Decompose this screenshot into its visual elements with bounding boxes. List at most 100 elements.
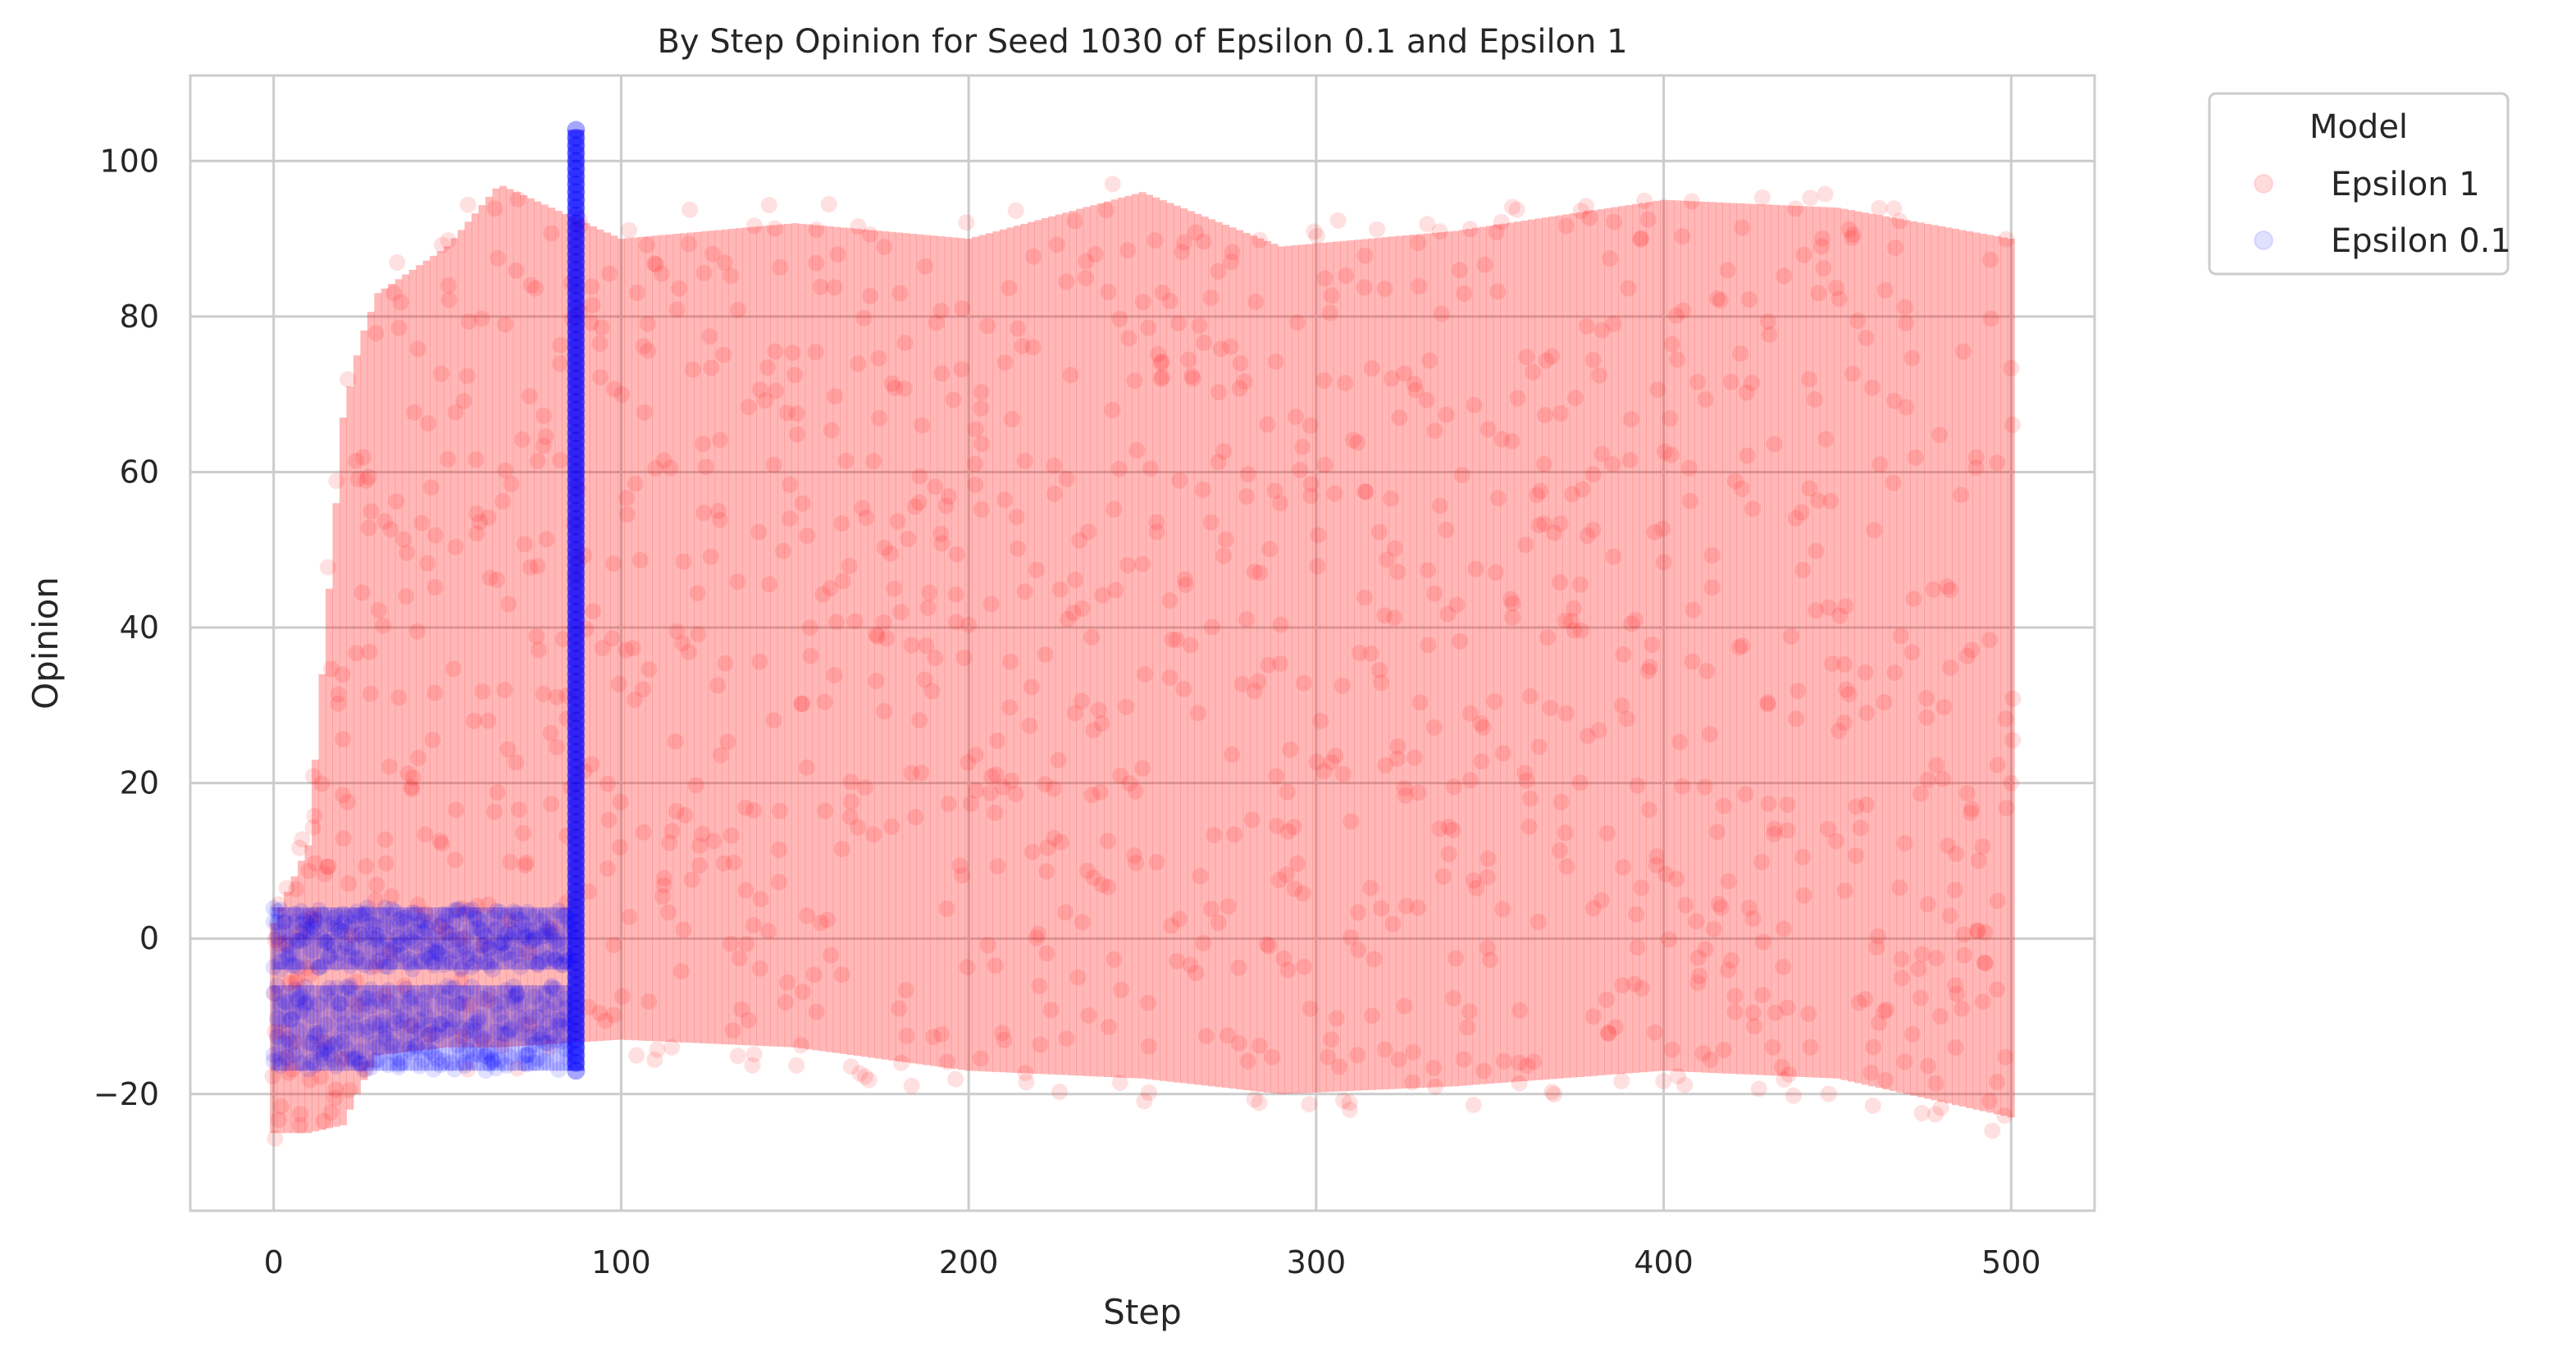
- series-epsilon-1-point: [1726, 988, 1744, 1005]
- series-epsilon-1-point: [1032, 1036, 1049, 1053]
- series-epsilon-0.1-point: [567, 572, 586, 591]
- series-epsilon-1-point: [1461, 221, 1479, 238]
- series-epsilon-1-point: [434, 236, 451, 253]
- series-epsilon-1-point: [733, 1001, 750, 1018]
- series-epsilon-1-point: [1175, 680, 1192, 697]
- series-epsilon-1-point: [328, 472, 345, 490]
- series-epsilon-1-point: [326, 1089, 344, 1107]
- series-epsilon-1-point: [1927, 1075, 1945, 1092]
- series-epsilon-1-point: [1275, 950, 1293, 967]
- series-epsilon-0.1-point: [345, 907, 362, 924]
- series-epsilon-0.1-point: [481, 940, 498, 957]
- series-epsilon-1-point: [330, 695, 347, 712]
- series-epsilon-1-point: [1425, 1059, 1443, 1076]
- series-epsilon-1-point: [1282, 741, 1299, 758]
- series-epsilon-0.1-point: [567, 525, 586, 544]
- series-epsilon-1-point: [1801, 371, 1818, 388]
- series-epsilon-1-point: [1783, 628, 1800, 645]
- series-epsilon-1-point: [1226, 826, 1243, 843]
- series-epsilon-1-point: [1656, 443, 1673, 460]
- series-epsilon-0.1-point: [567, 369, 586, 388]
- series-epsilon-0.1-point: [366, 1015, 383, 1032]
- series-epsilon-0.1-point: [567, 610, 586, 629]
- series-epsilon-1-point: [322, 660, 340, 678]
- series-epsilon-1-point: [1090, 701, 1107, 719]
- series-epsilon-1-point: [1629, 938, 1646, 956]
- series-epsilon-1-point: [1110, 460, 1128, 477]
- series-epsilon-1-point: [1641, 659, 1658, 676]
- series-epsilon-0.1-point: [505, 924, 522, 942]
- series-epsilon-0.1-point: [567, 346, 586, 365]
- series-epsilon-1-point: [1438, 406, 1455, 423]
- y-tick-label: −20: [93, 1076, 159, 1112]
- series-epsilon-1-point: [1904, 349, 1921, 367]
- series-epsilon-1-point: [903, 637, 920, 654]
- series-epsilon-0.1-point: [495, 946, 512, 963]
- series-epsilon-1-point: [907, 809, 924, 826]
- series-epsilon-1-point: [278, 1048, 295, 1066]
- series-epsilon-1-point: [979, 317, 996, 335]
- series-epsilon-0.1-point: [554, 1033, 571, 1050]
- series-epsilon-0.1-point: [453, 944, 470, 961]
- y-tick-label: 40: [120, 609, 159, 646]
- legend-marker-epsilon-1: [2254, 174, 2273, 194]
- series-epsilon-1-point: [1892, 628, 1909, 645]
- series-epsilon-0.1-point: [439, 950, 456, 967]
- series-epsilon-1-point: [1563, 486, 1580, 503]
- series-epsilon-1-point: [1475, 719, 1492, 736]
- series-epsilon-0.1-point: [446, 979, 463, 997]
- series-epsilon-1-point: [1844, 365, 1861, 382]
- series-epsilon-1-point: [1444, 821, 1461, 838]
- series-epsilon-1-point: [1662, 410, 1679, 427]
- series-epsilon-1-point: [354, 449, 372, 466]
- series-epsilon-0.1-point: [536, 1034, 554, 1052]
- series-epsilon-0.1-point: [428, 1050, 445, 1067]
- series-epsilon-0.1-point: [435, 1052, 453, 1070]
- series-epsilon-1-point: [1455, 1051, 1472, 1068]
- series-epsilon-1-point: [1710, 896, 1727, 913]
- series-epsilon-1-point: [1289, 855, 1306, 872]
- series-epsilon-0.1-point: [515, 929, 532, 947]
- series-epsilon-1-point: [620, 221, 637, 239]
- series-epsilon-1-point: [631, 551, 649, 568]
- series-epsilon-0.1-point: [567, 362, 586, 381]
- series-epsilon-1-point: [767, 343, 784, 360]
- series-epsilon-0.1-point: [321, 948, 338, 965]
- series-epsilon-1-point: [1905, 591, 1922, 608]
- series-epsilon-0.1-point: [432, 938, 449, 956]
- series-epsilon-1-point: [1896, 834, 1913, 851]
- series-epsilon-1-point: [433, 835, 450, 852]
- series-epsilon-1-point: [1100, 879, 1117, 896]
- series-epsilon-0.1-point: [546, 980, 563, 997]
- series-epsilon-1-point: [1552, 793, 1570, 810]
- series-epsilon-0.1-point: [522, 952, 540, 970]
- series-epsilon-1-point: [604, 630, 621, 647]
- series-epsilon-1-point: [750, 523, 768, 541]
- series-epsilon-1-point: [1502, 591, 1520, 608]
- series-epsilon-0.1-point: [453, 959, 470, 976]
- series-epsilon-1-point: [805, 966, 823, 983]
- series-epsilon-1-point: [1236, 373, 1253, 390]
- series-epsilon-1-point: [1858, 796, 1875, 814]
- series-epsilon-0.1-point: [567, 758, 586, 777]
- series-epsilon-1-point: [1406, 749, 1423, 766]
- series-epsilon-1-point: [1726, 472, 1744, 490]
- series-epsilon-1-point: [1426, 585, 1443, 602]
- series-epsilon-1-point: [1864, 1097, 1881, 1114]
- series-epsilon-0.1-point: [519, 1046, 536, 1063]
- series-epsilon-0.1-point: [491, 1038, 508, 1055]
- series-epsilon-0.1-point: [300, 1034, 317, 1051]
- series-epsilon-1-point: [1865, 1038, 1882, 1056]
- series-epsilon-0.1-point: [307, 1027, 324, 1044]
- series-epsilon-0.1-point: [550, 935, 568, 952]
- series-epsilon-1-point: [1809, 492, 1826, 509]
- series-epsilon-1-point: [1010, 540, 1027, 557]
- series-epsilon-1-point: [500, 596, 517, 613]
- series-epsilon-1-point: [1613, 697, 1630, 714]
- series-epsilon-0.1-point: [567, 828, 586, 847]
- series-epsilon-0.1-point: [567, 307, 586, 326]
- series-epsilon-1-point: [788, 1057, 805, 1074]
- series-epsilon-0.1-point: [394, 934, 411, 952]
- series-epsilon-1-point: [1639, 663, 1657, 680]
- chart-title: By Step Opinion for Seed 1030 of Epsilon…: [657, 23, 1627, 61]
